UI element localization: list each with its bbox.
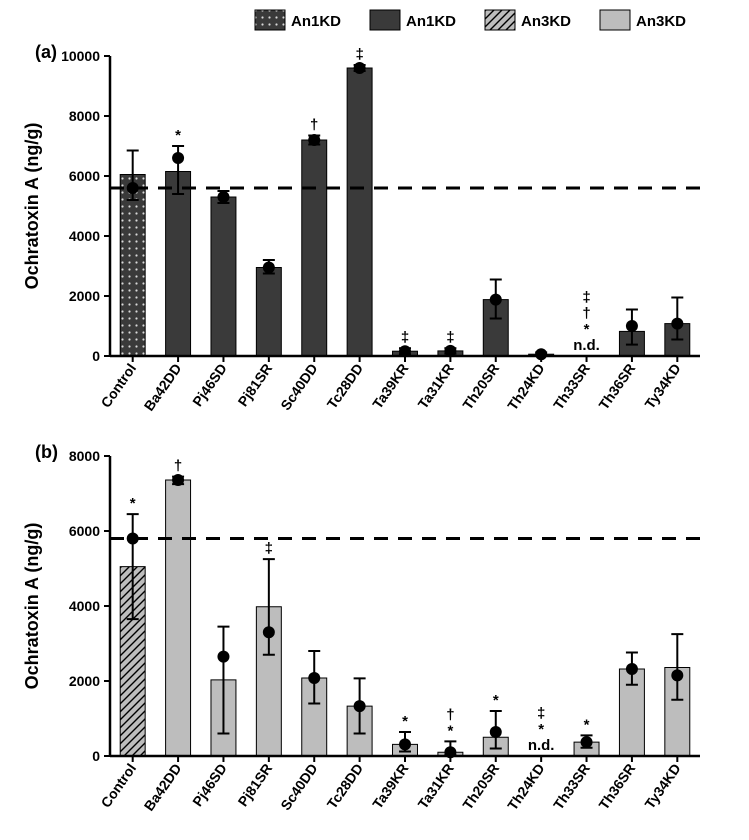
- x-tick-label: Sc40DD: [277, 761, 320, 814]
- x-tick-label: Pj46SD: [189, 361, 230, 410]
- x-tick-label: Ba42DD: [141, 761, 185, 814]
- significance-marker: *: [584, 321, 590, 338]
- significance-marker: n.d.: [573, 337, 600, 354]
- marker-dot: [671, 318, 683, 330]
- significance-marker: †: [446, 706, 454, 723]
- x-tick-label: Tc28DD: [324, 761, 366, 812]
- significance-marker: †: [310, 117, 318, 134]
- significance-marker: †: [174, 458, 182, 475]
- x-tick-label: Pj46SD: [189, 761, 230, 810]
- x-tick-label: Th33SR: [550, 361, 593, 413]
- legend-label: An1KD: [291, 13, 341, 30]
- bar: [166, 480, 191, 756]
- marker-dot: [263, 262, 275, 274]
- legend-swatch: [485, 10, 515, 30]
- significance-marker: *: [402, 713, 408, 730]
- legend-label: An3KD: [636, 13, 686, 30]
- x-tick-label: Ty34KD: [641, 361, 683, 412]
- bar: [120, 175, 145, 357]
- x-tick-label: Pj81SR: [235, 761, 276, 810]
- panel-a: (a) 0 2000 4000 6000 8000 10000 Ochratoxin A (n…: [22, 42, 700, 414]
- significance-marker: *: [538, 721, 544, 738]
- legend-label: An1KD: [406, 13, 456, 30]
- x-tick-label: Th33SR: [550, 761, 593, 813]
- significance-marker: †: [582, 305, 590, 322]
- x-tick-label: Ba42DD: [141, 361, 185, 414]
- significance-marker: *: [175, 127, 181, 144]
- significance-marker: n.d.: [528, 737, 555, 754]
- x-tick-label: Pj81SR: [235, 361, 276, 410]
- y-tick-label: 10000: [61, 48, 100, 64]
- significance-marker: ‡: [582, 289, 590, 306]
- legend-swatch: [255, 10, 285, 30]
- x-tick-label: Sc40DD: [277, 361, 320, 414]
- significance-marker: ‡: [355, 46, 363, 63]
- marker-dot: [626, 663, 638, 675]
- marker-dot: [172, 152, 184, 164]
- bar: [166, 172, 191, 357]
- significance-marker: ‡: [537, 705, 545, 722]
- marker-dot: [399, 738, 411, 750]
- panel-label: (a): [35, 42, 57, 62]
- marker-dot: [671, 669, 683, 681]
- x-tick-label: Th24KD: [504, 761, 547, 814]
- x-tick-label: Ty34KD: [641, 761, 683, 812]
- marker-dot: [308, 134, 320, 146]
- significance-marker: *: [447, 722, 453, 739]
- marker-dot: [490, 294, 502, 306]
- significance-marker: *: [130, 495, 136, 512]
- x-tick-label: Ta31KR: [414, 761, 456, 812]
- y-tick-label: 8000: [69, 108, 100, 124]
- marker-dot: [217, 191, 229, 203]
- marker-dot: [217, 651, 229, 663]
- significance-marker: *: [493, 692, 499, 709]
- y-tick-label: 6000: [69, 523, 100, 539]
- y-tick-label: 2000: [69, 288, 100, 304]
- y-tick-label: 4000: [69, 228, 100, 244]
- significance-marker: ‡: [401, 329, 409, 346]
- legend: An1KD An1KD An3KD An3KD: [255, 10, 686, 30]
- y-tick-label: 6000: [69, 168, 100, 184]
- legend-swatch: [600, 10, 630, 30]
- x-tick-label: Tc28DD: [324, 361, 366, 412]
- x-tick-label: Th20SR: [459, 361, 502, 413]
- y-axis-label: Ochratoxin A (ng/g): [22, 123, 42, 290]
- x-tick-label: Ta31KR: [414, 361, 456, 412]
- x-tick-label: Th36SR: [595, 761, 638, 813]
- significance-marker: ‡: [265, 540, 273, 557]
- y-tick-label: 8000: [69, 448, 100, 464]
- marker-dot: [263, 626, 275, 638]
- marker-dot: [490, 726, 502, 738]
- x-tick-label: Control: [97, 361, 139, 411]
- significance-marker: ‡: [446, 329, 454, 346]
- panel-label: (b): [35, 442, 58, 462]
- legend-swatch: [370, 10, 400, 30]
- bar: [211, 197, 236, 356]
- marker-dot: [626, 320, 638, 332]
- x-tick-label: Ta39KR: [369, 761, 411, 812]
- y-axis-label: Ochratoxin A (ng/g): [22, 523, 42, 690]
- bar: [256, 268, 281, 357]
- legend-label: An3KD: [521, 13, 571, 30]
- marker-dot: [308, 672, 320, 684]
- marker-dot: [581, 736, 593, 748]
- x-tick-label: Th20SR: [459, 761, 502, 813]
- y-tick-label: 0: [92, 348, 100, 364]
- y-tick-label: 4000: [69, 598, 100, 614]
- marker-dot: [172, 474, 184, 486]
- figure: An1KD An1KD An3KD An3KD (a) 0 2000 4000 6000 8000…: [0, 0, 749, 840]
- x-tick-label: Th24KD: [504, 361, 547, 414]
- significance-marker: *: [584, 716, 590, 733]
- x-tick-label: Th36SR: [595, 361, 638, 413]
- bar: [302, 140, 327, 356]
- x-tick-label: Control: [97, 761, 139, 811]
- marker-dot: [354, 700, 366, 712]
- marker-dot: [354, 62, 366, 74]
- bar: [347, 68, 372, 356]
- y-tick-label: 2000: [69, 673, 100, 689]
- panel-b: (b) 0 2000 4000 6000 8000 Ochratoxin A (ng/g) *…: [22, 442, 700, 814]
- y-tick-label: 0: [92, 748, 100, 764]
- x-tick-label: Ta39KR: [369, 361, 411, 412]
